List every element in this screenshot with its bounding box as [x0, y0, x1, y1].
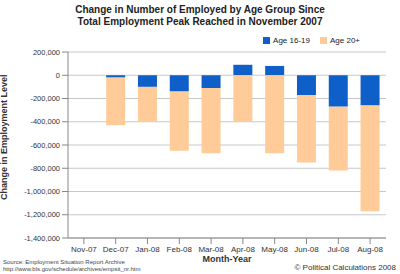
svg-text:Mar-08: Mar-08	[198, 245, 224, 254]
svg-text:Jan-08: Jan-08	[135, 245, 160, 254]
svg-text:Jul-08: Jul-08	[327, 245, 349, 254]
html-text:Total Employment Peak Reached: Total Employment Peak Reached in Novembe…	[77, 16, 323, 27]
svg-text:-1,200,000: -1,200,000	[24, 210, 60, 219]
svg-text:-400,000: -400,000	[30, 117, 60, 126]
html-text:Change in Number of Employed b: Change in Number of Employed by Age Grou…	[75, 4, 325, 15]
html-text:Age 20+: Age 20+	[330, 36, 360, 45]
svg-text:Apr-08: Apr-08	[231, 245, 256, 254]
svg-text:Nov-07: Nov-07	[71, 245, 97, 254]
svg-text:Aug-08: Aug-08	[357, 245, 383, 254]
html-text:Source: Employment Situation R: Source: Employment Situation Report Arch…	[3, 259, 125, 265]
svg-text:-200,000: -200,000	[30, 94, 60, 103]
svg-text:May-08: May-08	[261, 245, 288, 254]
html-text:© Political Calculations 2008: © Political Calculations 2008	[294, 263, 396, 272]
svg-text:Month-Year: Month-Year	[202, 254, 252, 264]
svg-text:0: 0	[56, 71, 60, 80]
svg-text:Feb-08: Feb-08	[167, 245, 193, 254]
svg-text:Jun-08: Jun-08	[294, 245, 319, 254]
svg-text:-1,000,000: -1,000,000	[24, 187, 60, 196]
svg-text:Dec-07: Dec-07	[103, 245, 129, 254]
svg-text:-1,400,000: -1,400,000	[24, 234, 60, 243]
html-text:http://www.bls.gov/schedule/ar: http://www.bls.gov/schedule/archives/emp…	[3, 266, 141, 272]
html-text:Age 16-19: Age 16-19	[273, 36, 310, 45]
svg-text:-600,000: -600,000	[30, 141, 60, 150]
svg-text:Change in Employment Level: Change in Employment Level	[8, 74, 9, 200]
svg-text:-800,000: -800,000	[30, 164, 60, 173]
svg-text:200,000: 200,000	[33, 48, 60, 57]
